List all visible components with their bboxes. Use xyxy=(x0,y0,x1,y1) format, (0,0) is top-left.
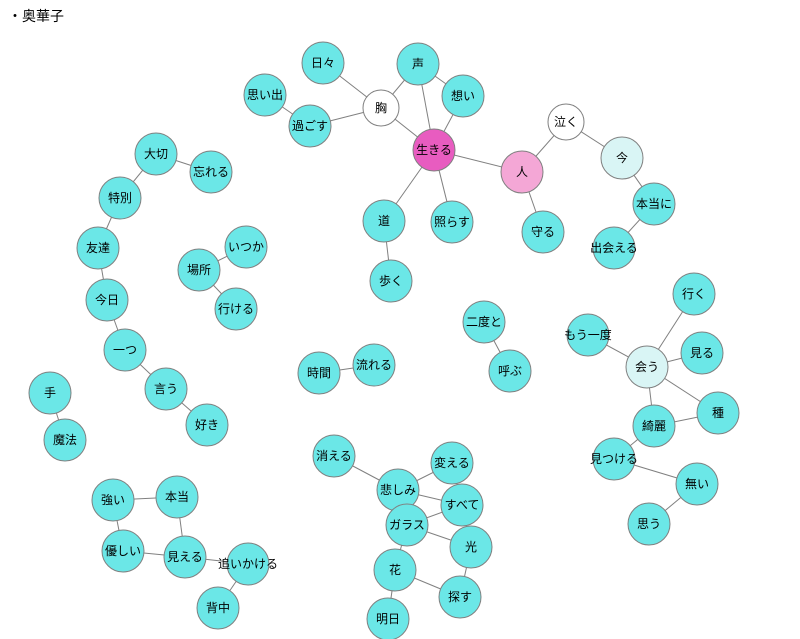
graph-node: 行く xyxy=(673,273,715,315)
graph-node: 種 xyxy=(697,392,739,434)
graph-node: 大切 xyxy=(135,133,177,175)
graph-node: 胸 xyxy=(363,90,399,126)
graph-node: すべて xyxy=(441,484,483,526)
graph-node: 変える xyxy=(431,442,473,484)
graph-node: 探す xyxy=(439,576,481,618)
graph-node: 魔法 xyxy=(44,419,86,461)
graph-node: 日々 xyxy=(302,42,344,84)
graph-node: ガラス xyxy=(386,504,428,546)
graph-node: 今 xyxy=(601,137,643,179)
graph-node: 花 xyxy=(374,549,416,591)
graph-node: 見る xyxy=(681,332,723,374)
graph-node: 過ごす xyxy=(289,105,331,147)
graph-node: 言う xyxy=(145,368,187,410)
graph-node: 本当 xyxy=(156,476,198,518)
graph-node: 流れる xyxy=(353,344,395,386)
graph-node: 光 xyxy=(450,526,492,568)
graph-node: 一つ xyxy=(104,329,146,371)
graph-node: 時間 xyxy=(298,352,340,394)
graph-node: 見える xyxy=(164,536,206,578)
graph-node: 本当に xyxy=(633,183,675,225)
graph-node: 忘れる xyxy=(190,151,232,193)
graph-node: 消える xyxy=(313,435,355,477)
graph-node: 泣く xyxy=(548,104,584,140)
graph-node: 無い xyxy=(676,463,718,505)
graph-node: 会う xyxy=(626,346,668,388)
graph-node: 場所 xyxy=(178,249,220,291)
graph-node: 特別 xyxy=(99,177,141,219)
graph-node: 背中 xyxy=(197,587,239,629)
graph-node: 友達 xyxy=(77,227,119,269)
graph-node: 手 xyxy=(29,372,71,414)
graph-node: 思い出 xyxy=(244,74,286,116)
graph-node: 守る xyxy=(522,211,564,253)
graph-node: 出会える xyxy=(590,227,638,269)
graph-node: 想い xyxy=(442,75,484,117)
graph-node: 好き xyxy=(186,404,228,446)
graph-node: もう一度 xyxy=(564,314,612,356)
network-graph: 日々思い出過ごす胸声想い生きる人泣く今本当に出会える守る 照らす道歩く 大切忘れる特… xyxy=(0,0,800,639)
graph-node: 優しい xyxy=(102,530,144,572)
graph-node: 今日 xyxy=(86,279,128,321)
graph-node: 明日 xyxy=(367,598,409,639)
graph-node: いつか xyxy=(225,226,267,268)
graph-node: 強い xyxy=(92,479,134,521)
graph-node: 二度と xyxy=(463,301,505,343)
graph-node: 歩く xyxy=(370,260,412,302)
graph-node: 見つける xyxy=(590,438,638,480)
graph-node: 思う xyxy=(628,503,670,545)
graph-node: 生きる xyxy=(413,129,455,171)
graph-node: 呼ぶ xyxy=(489,350,531,392)
graph-node: 綺麗 xyxy=(633,405,675,447)
graph-node: 追いかける xyxy=(218,543,278,585)
graph-node: 道 xyxy=(363,200,405,242)
graph-node: 声 xyxy=(397,43,439,85)
graph-node: 照らす xyxy=(431,201,473,243)
graph-node: 人 xyxy=(501,151,543,193)
graph-node: 行ける xyxy=(215,288,257,330)
